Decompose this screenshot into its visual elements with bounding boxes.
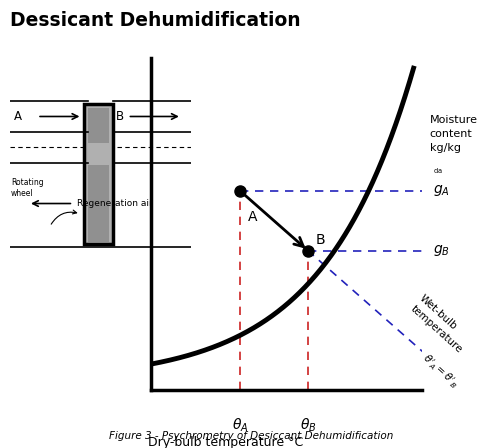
Text: $g_B$: $g_B$: [432, 243, 448, 258]
Text: $\theta'_A = \theta'_B$: $\theta'_A = \theta'_B$: [418, 352, 460, 392]
Text: B: B: [116, 110, 124, 123]
Text: $\theta_B$: $\theta_B$: [299, 416, 316, 434]
Text: $\theta_A$: $\theta_A$: [231, 416, 248, 434]
Text: $g_A$: $g_A$: [432, 183, 448, 198]
Text: Dessicant Dehumidification: Dessicant Dehumidification: [10, 11, 300, 30]
Text: Rotating
wheel: Rotating wheel: [11, 178, 44, 198]
Text: Figure 3 - Psychrometry of Desiccant Dehumidification: Figure 3 - Psychrometry of Desiccant Deh…: [109, 431, 392, 441]
Text: Wet-bulb
temperature: Wet-bulb temperature: [408, 293, 472, 355]
Text: A: A: [247, 210, 257, 224]
Text: $_{\mathregular{da}}$: $_{\mathregular{da}}$: [432, 166, 442, 176]
Text: A: A: [14, 110, 22, 123]
Text: Regeneration air: Regeneration air: [77, 199, 152, 208]
Text: Dry-bulb temperature °C: Dry-bulb temperature °C: [148, 436, 303, 448]
Bar: [88, 108, 109, 143]
Text: B: B: [315, 233, 325, 247]
Bar: [88, 165, 109, 242]
Text: Moisture
content
kg/kg: Moisture content kg/kg: [429, 116, 477, 153]
Bar: [84, 103, 113, 245]
